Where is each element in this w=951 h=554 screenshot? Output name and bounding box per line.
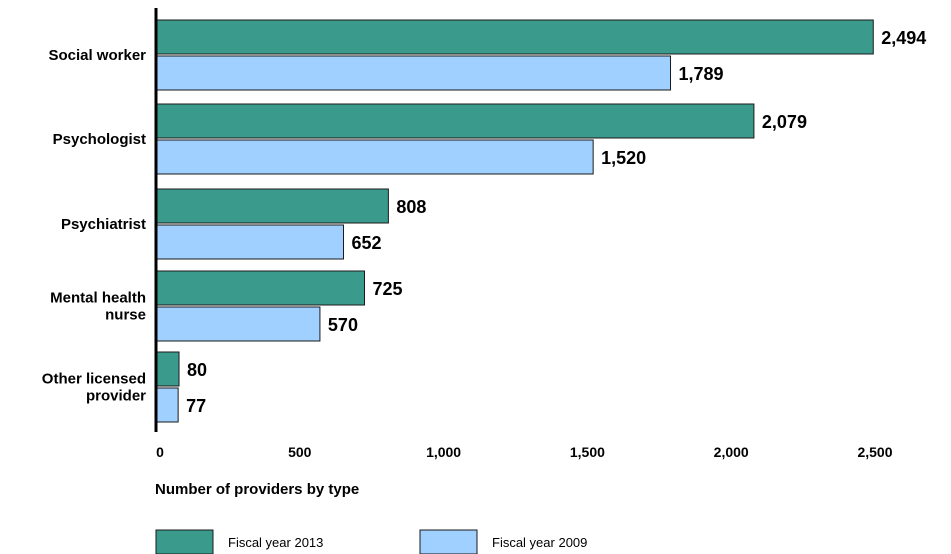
bar-fy2009-4 xyxy=(155,387,179,423)
bar-fy2013-4 xyxy=(155,351,180,387)
x-tick-label-3: 1,500 xyxy=(570,444,605,460)
value-label-fy2009-2: 652 xyxy=(352,233,382,253)
category-label-3-1: nurse xyxy=(105,307,146,324)
bars-group xyxy=(155,19,874,423)
legend-swatch-fy2009 xyxy=(419,529,478,554)
category-labels: Social worker Psychologist Psychiatrist Men… xyxy=(42,47,146,405)
category-label-2-0: Psychiatrist xyxy=(61,216,146,233)
legend-label-fy2009: Fiscal year 2009 xyxy=(492,535,587,550)
legend-label-fy2013: Fiscal year 2013 xyxy=(228,535,323,550)
bar-fy2013-2 xyxy=(155,188,389,224)
bar-fy2009-1 xyxy=(155,139,594,175)
value-label-fy2009-1: 1,520 xyxy=(601,148,646,168)
value-label-fy2009-0: 1,789 xyxy=(679,64,724,84)
legend: Fiscal year 2013 Fiscal year 2009 xyxy=(155,529,587,554)
x-tick-label-5: 2,500 xyxy=(857,444,892,460)
value-labels: 2,494 1,789 2,079 1,520 808 652 725 570 80 77 xyxy=(186,28,926,416)
bar-fy2013-3 xyxy=(155,270,366,306)
value-label-fy2013-2: 808 xyxy=(396,197,426,217)
x-tick-label-0: 0 xyxy=(156,444,164,460)
value-label-fy2009-3: 570 xyxy=(328,315,358,335)
bar-fy2013-1 xyxy=(155,103,755,139)
value-label-fy2013-0: 2,494 xyxy=(881,28,926,48)
x-tick-label-1: 500 xyxy=(288,444,312,460)
x-tick-label-4: 2,000 xyxy=(714,444,749,460)
value-label-fy2013-4: 80 xyxy=(187,360,207,380)
x-axis-title: Number of providers by type xyxy=(155,481,359,498)
legend-swatch-fy2013 xyxy=(155,529,214,554)
value-label-fy2013-3: 725 xyxy=(373,279,403,299)
bar-fy2013-0 xyxy=(155,19,874,55)
bar-fy2009-0 xyxy=(155,55,672,91)
category-label-0-0: Social worker xyxy=(48,47,146,64)
x-tick-label-2: 1,000 xyxy=(426,444,461,460)
category-label-1-0: Psychologist xyxy=(53,131,146,148)
category-label-4-1: provider xyxy=(86,388,146,405)
bar-fy2009-3 xyxy=(155,306,321,342)
bar-fy2009-2 xyxy=(155,224,345,260)
category-label-3-0: Mental health xyxy=(50,290,146,307)
category-label-4-0: Other licensed xyxy=(42,371,146,388)
value-label-fy2009-4: 77 xyxy=(186,396,206,416)
x-axis-ticks: 0 500 1,000 1,500 2,000 2,500 xyxy=(156,444,893,460)
value-label-fy2013-1: 2,079 xyxy=(762,112,807,132)
